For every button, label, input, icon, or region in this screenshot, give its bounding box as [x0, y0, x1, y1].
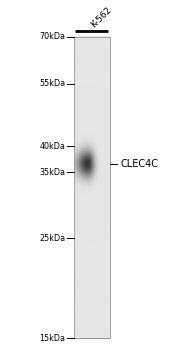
Text: K-562: K-562: [89, 6, 113, 30]
Text: CLEC4C: CLEC4C: [120, 159, 158, 169]
Text: 15kDa: 15kDa: [39, 334, 65, 343]
Text: 25kDa: 25kDa: [39, 234, 65, 243]
Bar: [74, 36, 110, 338]
Bar: [74, 36, 110, 338]
Text: 70kDa: 70kDa: [39, 32, 65, 41]
Text: 35kDa: 35kDa: [39, 168, 65, 177]
Text: 40kDa: 40kDa: [39, 142, 65, 151]
Text: 55kDa: 55kDa: [39, 79, 65, 88]
